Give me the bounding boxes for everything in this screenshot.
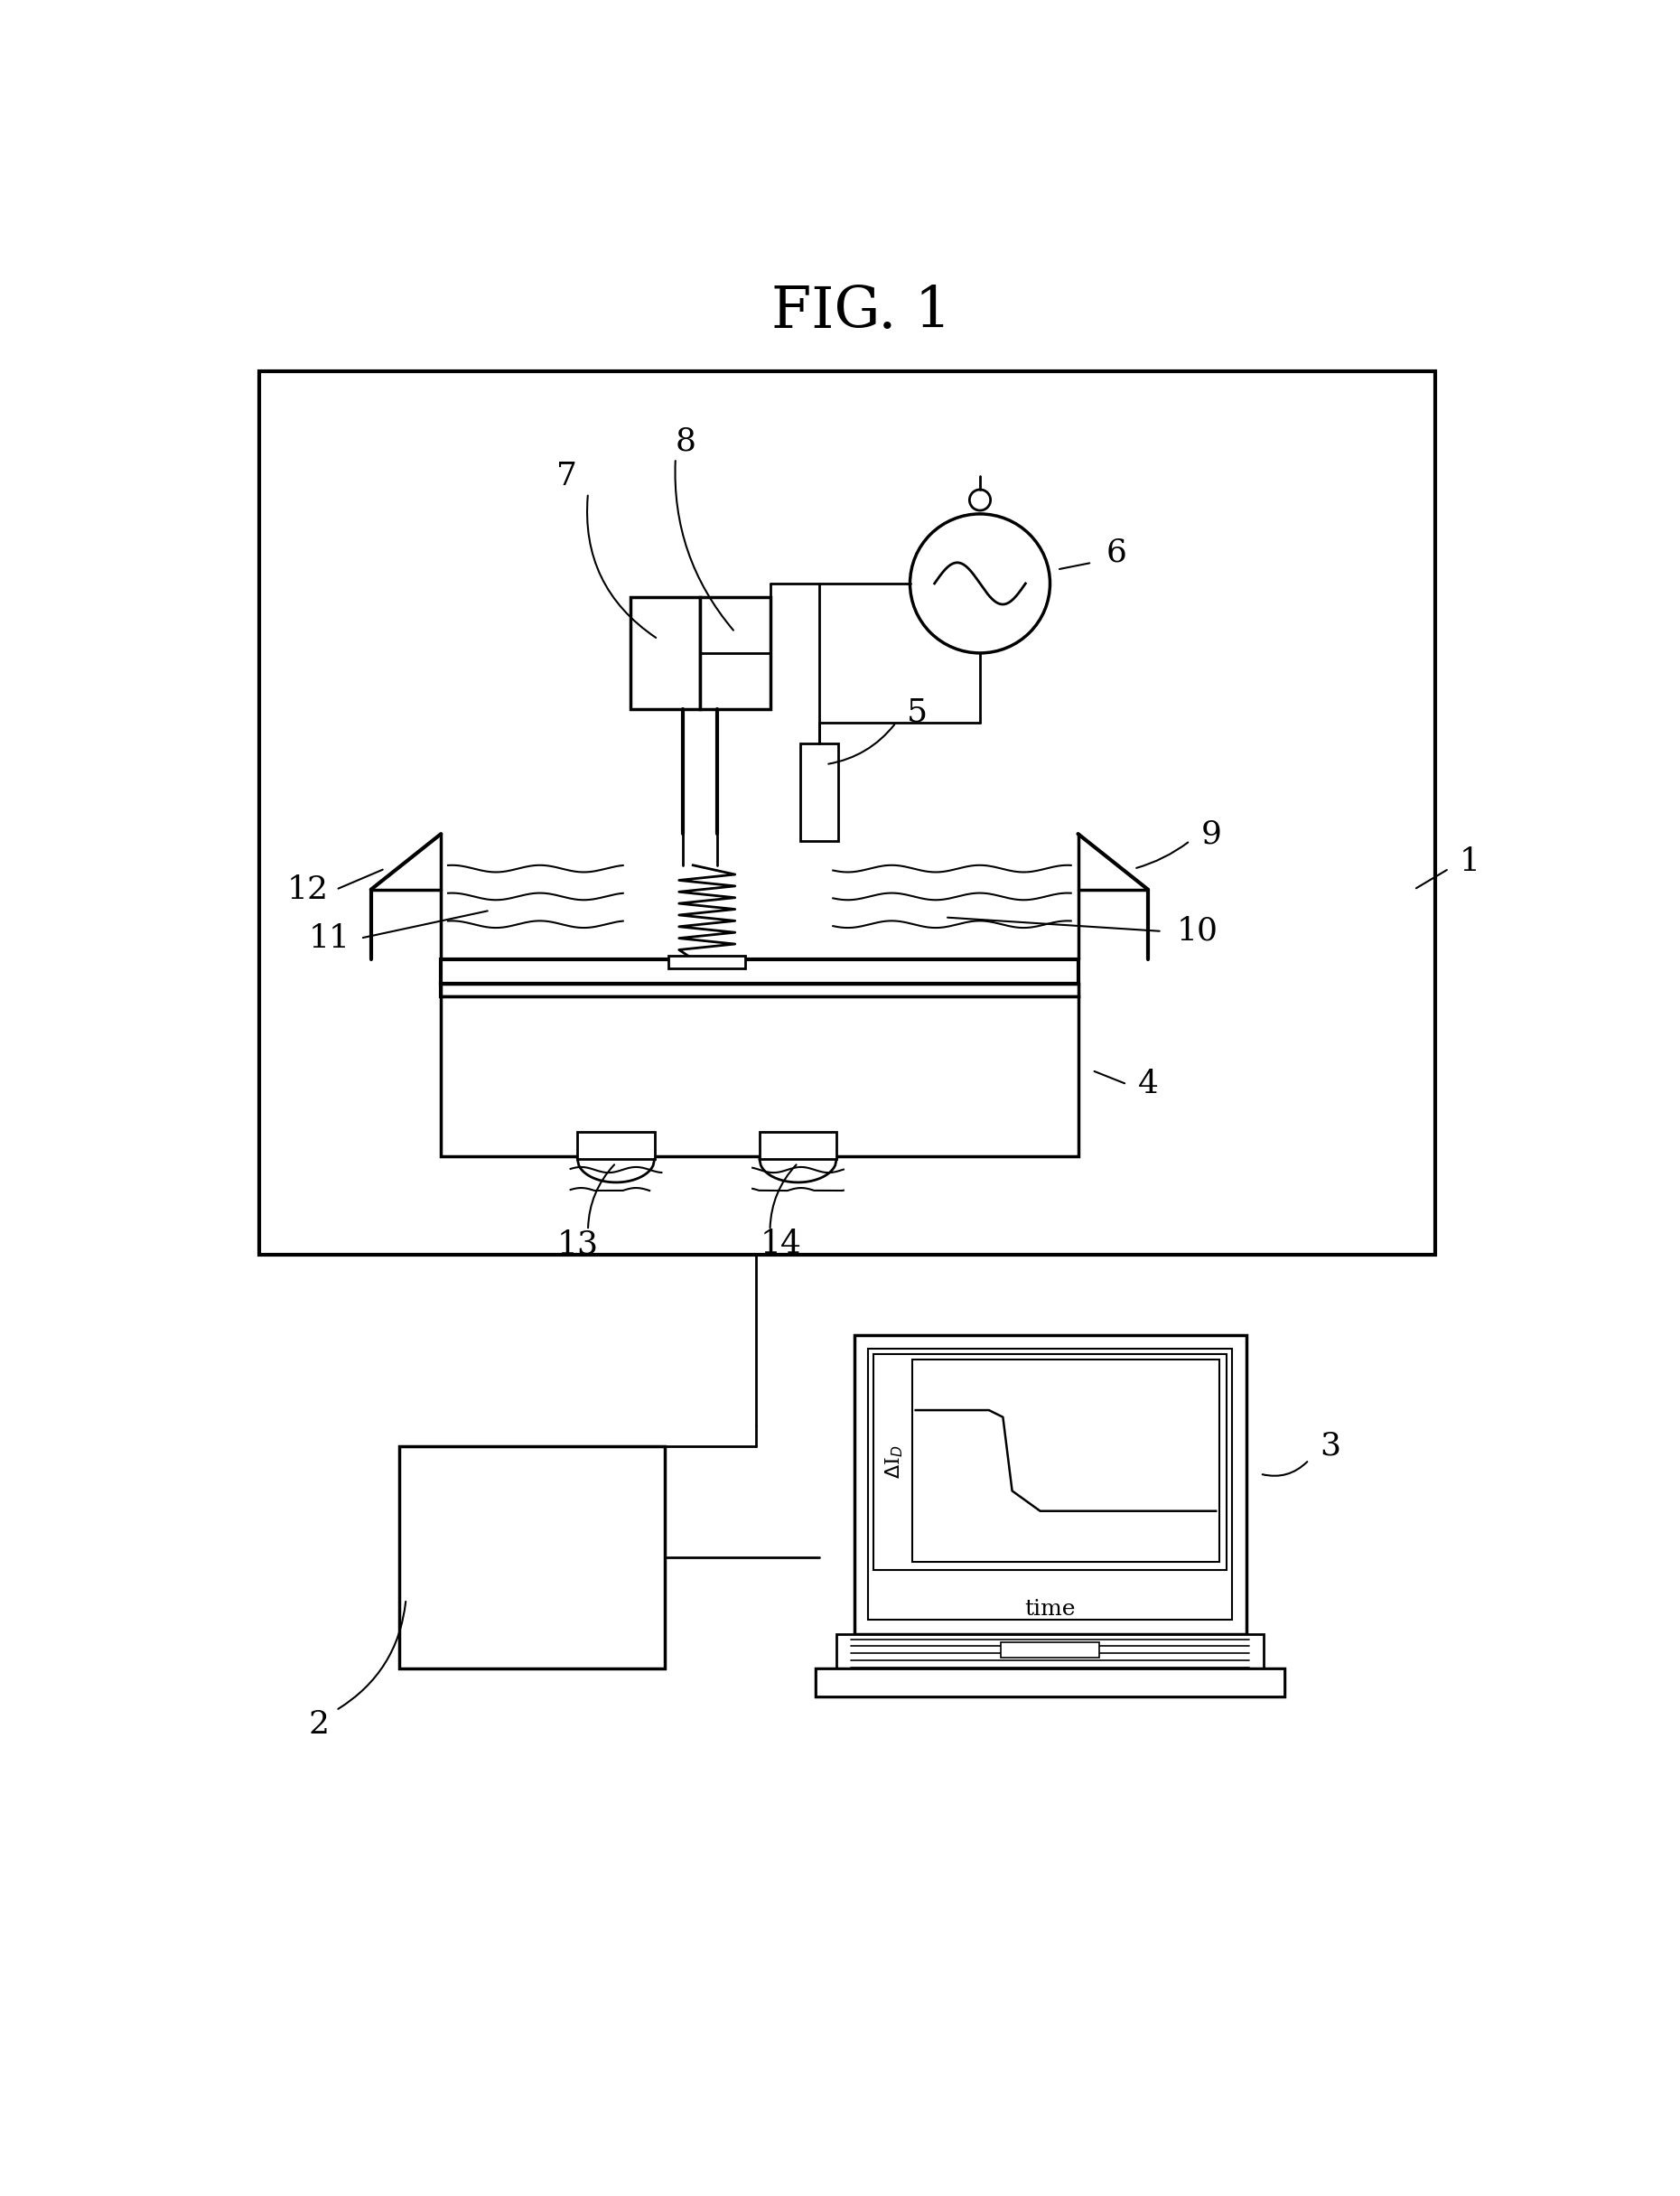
Text: $\Delta$I$_D$: $\Delta$I$_D$	[884, 1445, 906, 1478]
Bar	[869, 1348, 1231, 1621]
Text: time: time	[1025, 1599, 1075, 1621]
Text: 14: 14	[759, 1230, 801, 1261]
Bar	[837, 1634, 1263, 1669]
Text: 1: 1	[1460, 845, 1480, 876]
Bar	[815, 1669, 1285, 1695]
Bar	[578, 1131, 655, 1159]
Text: 3: 3	[1319, 1430, 1341, 1460]
Text: 6: 6	[1105, 536, 1127, 567]
Text: FIG. 1: FIG. 1	[771, 285, 951, 340]
Bar	[400, 1445, 665, 1669]
Text: 4: 4	[1137, 1069, 1159, 1100]
Text: 8: 8	[675, 426, 697, 457]
Bar	[874, 1355, 1226, 1570]
Bar	[800, 744, 838, 841]
Bar	[440, 960, 1079, 984]
Bar	[1001, 1643, 1099, 1658]
Bar	[701, 597, 769, 709]
Bar	[815, 1669, 1285, 1695]
Bar	[630, 597, 701, 709]
Text: 2: 2	[307, 1708, 329, 1739]
Bar	[669, 955, 746, 968]
Text: 13: 13	[556, 1230, 598, 1261]
Text: 9: 9	[1201, 819, 1221, 850]
Text: 5: 5	[907, 696, 927, 727]
Bar	[912, 1359, 1220, 1561]
Bar	[259, 371, 1435, 1254]
Bar	[759, 1131, 837, 1159]
Text: 10: 10	[1176, 916, 1218, 946]
Bar	[440, 997, 1079, 1155]
Bar	[853, 1335, 1247, 1634]
Bar	[440, 984, 1079, 997]
Text: 7: 7	[556, 461, 578, 492]
Text: 12: 12	[287, 874, 329, 905]
Bar	[440, 984, 1079, 997]
Text: 11: 11	[307, 922, 349, 953]
